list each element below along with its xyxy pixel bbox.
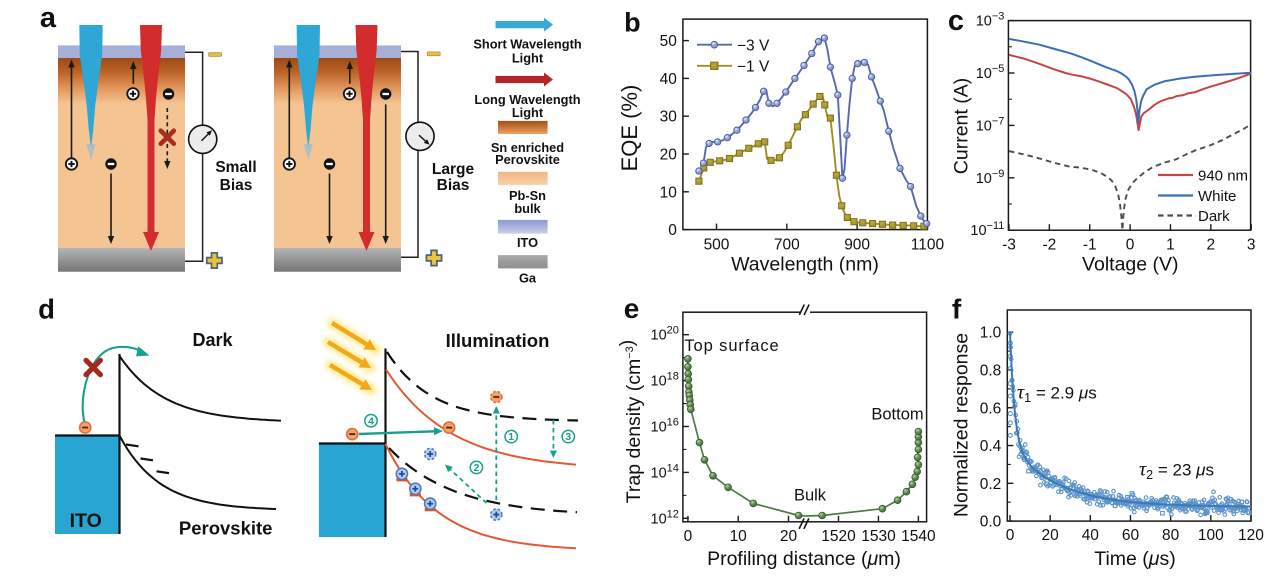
svg-text:Short Wavelength: Short Wavelength	[473, 36, 581, 51]
svg-text:900: 900	[844, 236, 870, 253]
svg-text:Perovskite: Perovskite	[495, 152, 560, 167]
svg-text:Normalized response: Normalized response	[951, 333, 973, 517]
svg-text:-1: -1	[1083, 237, 1097, 254]
svg-text:940 nm: 940 nm	[1198, 168, 1248, 185]
svg-text:−3 V: −3 V	[737, 37, 770, 54]
svg-text:100: 100	[1198, 527, 1224, 544]
svg-text:f: f	[952, 293, 962, 324]
svg-text:Bottom: Bottom	[871, 406, 923, 424]
svg-text:Dark: Dark	[1198, 208, 1230, 225]
svg-text:1530: 1530	[861, 528, 896, 545]
svg-text:20: 20	[1042, 527, 1060, 544]
svg-text:0.0: 0.0	[980, 514, 1002, 531]
svg-text:Large: Large	[432, 161, 475, 178]
svg-text:Small: Small	[215, 159, 256, 176]
svg-text:3: 3	[1247, 237, 1256, 254]
svg-text:d: d	[38, 293, 55, 324]
svg-text:c: c	[948, 5, 964, 37]
svg-text:Bias: Bias	[437, 177, 470, 194]
svg-text:Current (A): Current (A)	[951, 78, 973, 174]
svg-text:bulk: bulk	[514, 201, 541, 216]
svg-text:0: 0	[684, 528, 693, 545]
svg-text:0: 0	[1126, 237, 1135, 254]
svg-text:Top surface: Top surface	[684, 337, 779, 355]
svg-text:Light: Light	[512, 50, 544, 65]
svg-text:ITO: ITO	[517, 235, 538, 250]
svg-text:ITO: ITO	[70, 510, 102, 532]
svg-text:10: 10	[660, 184, 678, 201]
svg-text:e: e	[624, 293, 640, 324]
svg-text:EQE (%): EQE (%)	[617, 85, 642, 172]
svg-text:20: 20	[780, 528, 798, 545]
svg-text:Long Wavelength: Long Wavelength	[474, 92, 580, 107]
svg-text:50: 50	[660, 33, 678, 50]
svg-text:10: 10	[730, 528, 748, 545]
svg-text:60: 60	[1122, 527, 1140, 544]
svg-text:Wavelength (nm): Wavelength (nm)	[731, 253, 879, 275]
svg-text:Profiling distance (μm): Profiling distance (μm)	[707, 548, 901, 570]
svg-text:2: 2	[1207, 237, 1216, 254]
svg-text:Illumination: Illumination	[446, 330, 550, 351]
svg-text:Bulk: Bulk	[794, 486, 827, 504]
svg-text:0: 0	[1006, 527, 1015, 544]
svg-text:40: 40	[660, 71, 678, 88]
svg-text:Ga: Ga	[519, 270, 537, 285]
svg-text:-2: -2	[1042, 237, 1056, 254]
svg-text:3: 3	[565, 431, 571, 443]
svg-text:0.8: 0.8	[980, 362, 1002, 379]
svg-text:80: 80	[1162, 527, 1180, 544]
svg-text:0.4: 0.4	[980, 438, 1002, 455]
svg-text:500: 500	[704, 236, 730, 253]
svg-text:τ2 = 23 μs: τ2 = 23 μs	[1139, 459, 1214, 483]
svg-text:1100: 1100	[911, 236, 945, 253]
svg-text:-3: -3	[1002, 237, 1016, 254]
svg-text:20: 20	[660, 147, 678, 164]
svg-text:τ1 = 2.9 μs: τ1 = 2.9 μs	[1017, 382, 1097, 406]
svg-text:1540: 1540	[901, 528, 936, 545]
svg-text:1520: 1520	[821, 528, 856, 545]
svg-text:Time (μs): Time (μs)	[1094, 548, 1175, 570]
svg-text:0.6: 0.6	[980, 400, 1002, 417]
svg-text:Light: Light	[512, 105, 544, 120]
svg-text:1: 1	[508, 431, 514, 443]
svg-text:40: 40	[1082, 527, 1100, 544]
svg-text:2: 2	[473, 462, 479, 474]
svg-text:4: 4	[368, 415, 374, 427]
svg-text:1: 1	[1166, 237, 1175, 254]
svg-text:Dark: Dark	[192, 330, 233, 350]
svg-text:Bias: Bias	[220, 177, 253, 194]
svg-text:30: 30	[660, 109, 678, 126]
svg-text:b: b	[624, 8, 641, 38]
svg-text:Pb-Sn: Pb-Sn	[509, 188, 546, 203]
svg-text:0.2: 0.2	[980, 476, 1002, 493]
svg-text:0: 0	[668, 222, 677, 239]
svg-text:Perovskite: Perovskite	[179, 517, 273, 538]
svg-text:−1 V: −1 V	[737, 58, 770, 75]
svg-text:Voltage (V): Voltage (V)	[1082, 253, 1178, 275]
svg-text:Sn enriched: Sn enriched	[491, 140, 564, 155]
svg-text:120: 120	[1238, 527, 1264, 544]
svg-text:700: 700	[774, 236, 800, 253]
svg-text:1.0: 1.0	[980, 325, 1002, 342]
svg-text:a: a	[40, 2, 57, 34]
svg-text:White: White	[1198, 188, 1236, 205]
